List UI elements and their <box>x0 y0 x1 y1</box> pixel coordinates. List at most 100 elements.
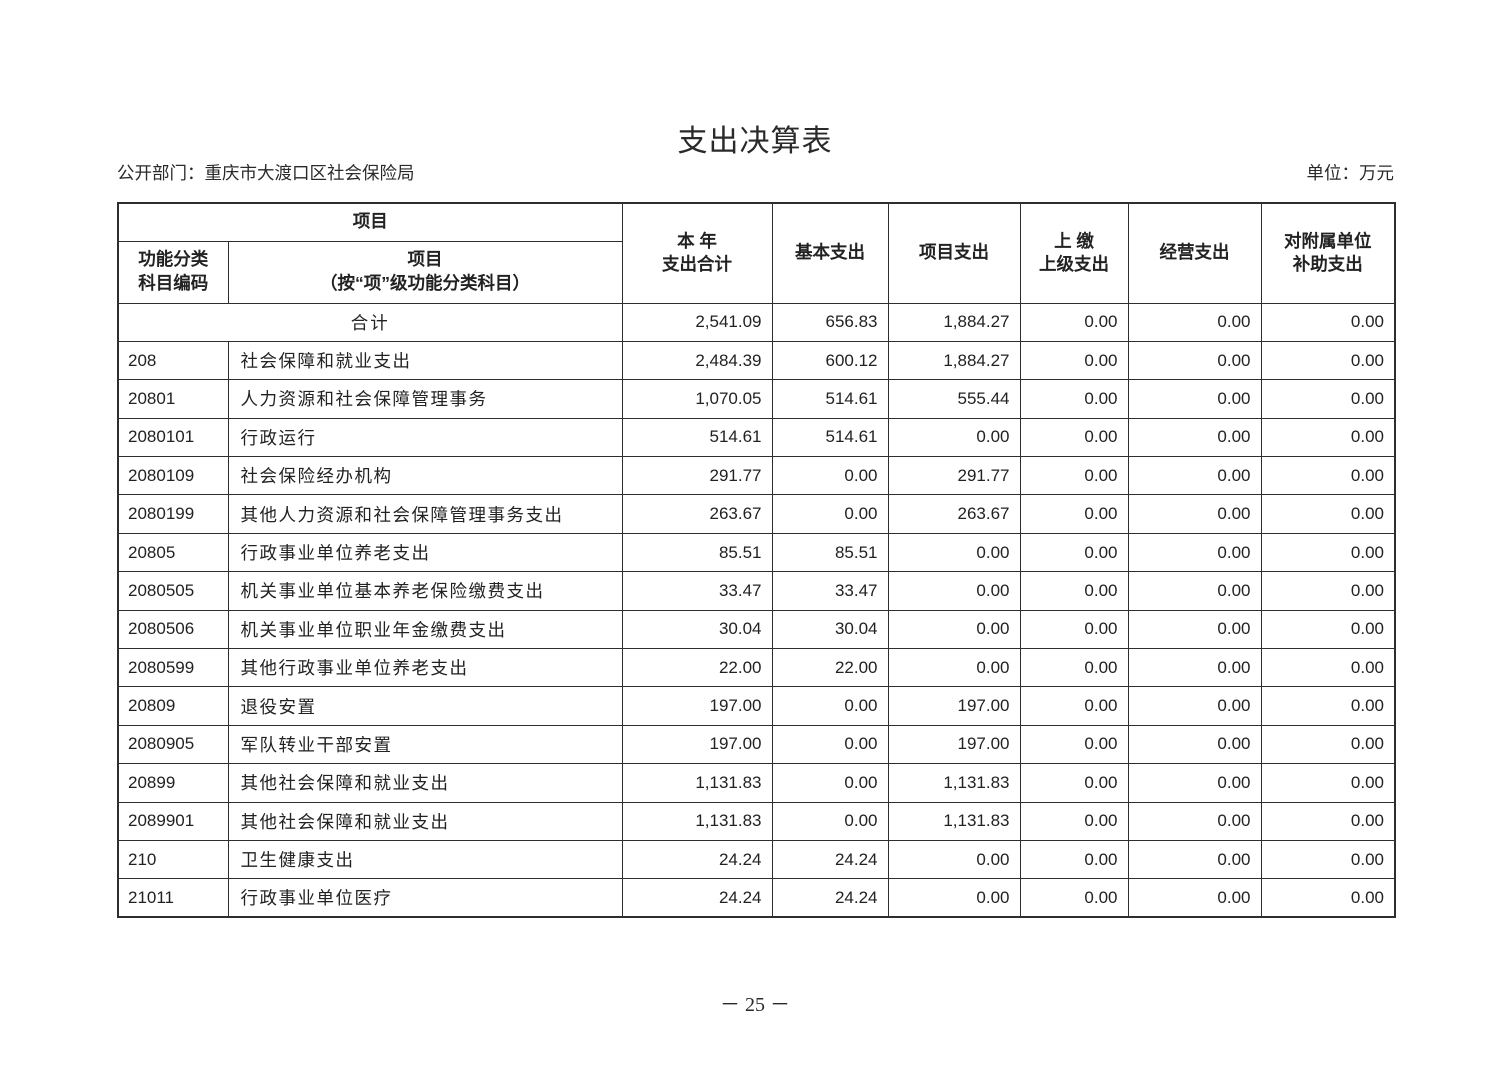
row-subsidy-cell: 0.00 <box>1260 609 1396 650</box>
row-total-cell: 197.00 <box>621 724 773 765</box>
header-col-subsidy: 对附属单位 补助支出 <box>1260 202 1396 304</box>
row-name-cell: 其他社会保障和就业支出 <box>227 801 623 841</box>
row-subsidy-cell: 0.00 <box>1260 839 1396 880</box>
row-operating-cell: 0.00 <box>1127 571 1262 611</box>
row-project-cell: 263.67 <box>887 494 1021 534</box>
table-row: 2089901 其他社会保障和就业支出 1,131.83 0.00 1,131.83 0.… <box>117 801 1396 841</box>
row-project-cell: 197.00 <box>887 686 1021 726</box>
row-name-cell: 行政事业单位养老支出 <box>227 532 623 573</box>
row-total-cell: 2,484.39 <box>621 340 773 381</box>
row-subsidy-cell: 0.00 <box>1260 340 1396 381</box>
row-operating-cell: 0.00 <box>1127 532 1262 573</box>
row-subsidy-cell: 0.00 <box>1260 648 1396 688</box>
row-basic-cell: 33.47 <box>771 571 889 611</box>
row-operating-cell: 0.00 <box>1127 839 1262 880</box>
page-number: － 25 － <box>720 994 790 1016</box>
header-group-row: 项目 本 年 支出合计 基本支出 项目支出 上 缴 上级支出 <box>117 202 1396 304</box>
row-code-cell: 210 <box>117 839 229 880</box>
row-project-cell: 0.00 <box>887 648 1021 688</box>
table-row: 21011 行政事业单位医疗 24.24 24.24 0.00 0.00 0.00 0.00 <box>117 878 1396 918</box>
row-operating-cell: 0.00 <box>1127 648 1262 688</box>
expenditure-table-wrap: 项目 本 年 支出合计 基本支出 项目支出 上 缴 上级支出 <box>117 202 1396 919</box>
row-name-cell: 其他行政事业单位养老支出 <box>227 648 623 688</box>
row-basic-cell: 30.04 <box>771 609 889 650</box>
row-total-cell: 514.61 <box>621 417 773 458</box>
row-total-cell: 24.24 <box>621 878 773 918</box>
row-project-cell: 0.00 <box>887 532 1021 573</box>
row-operating-cell: 0.00 <box>1127 379 1262 419</box>
row-total-cell: 1,070.05 <box>621 379 773 419</box>
row-total-cell: 85.51 <box>621 532 773 573</box>
row-basic-cell: 22.00 <box>771 648 889 688</box>
unit-label: 单位：万元 <box>1306 163 1395 183</box>
row-subsidy-cell: 0.00 <box>1260 686 1396 726</box>
table-row: 2080101 行政运行 514.61 514.61 0.00 0.00 0.00 0.00 <box>117 417 1396 458</box>
table-row: 合计 2,541.09 656.83 1,884.27 0.00 0.00 0.00 <box>117 302 1396 342</box>
header-col-basic: 基本支出 <box>771 202 889 304</box>
row-subsidy-cell: 0.00 <box>1260 724 1396 765</box>
row-name-cell: 社会保险经办机构 <box>227 456 623 496</box>
row-total-cell: 24.24 <box>621 839 773 880</box>
row-upper-cell: 0.00 <box>1019 494 1129 534</box>
row-name-cell: 行政运行 <box>227 417 623 458</box>
row-project-cell: 0.00 <box>887 839 1021 880</box>
row-name-cell: 人力资源和社会保障管理事务 <box>227 379 623 419</box>
row-total-cell: 291.77 <box>621 456 773 496</box>
row-code-cell: 20801 <box>117 379 229 419</box>
row-name-cell: 退役安置 <box>227 686 623 726</box>
row-upper-cell: 0.00 <box>1019 532 1129 573</box>
row-total-cell: 197.00 <box>621 686 773 726</box>
row-upper-cell: 0.00 <box>1019 379 1129 419</box>
row-name-cell: 军队转业干部安置 <box>227 724 623 765</box>
expenditure-table: 项目 本 年 支出合计 基本支出 项目支出 上 缴 上级支出 <box>117 202 1396 919</box>
row-name-cell: 卫生健康支出 <box>227 839 623 880</box>
row-operating-cell: 0.00 <box>1127 340 1262 381</box>
row-upper-cell: 0.00 <box>1019 763 1129 803</box>
table-row: 2080905 军队转业干部安置 197.00 0.00 197.00 0.00 0.00 0… <box>117 724 1396 765</box>
row-code-cell: 20899 <box>117 763 229 803</box>
row-code-cell: 2080506 <box>117 609 229 650</box>
header-project-group-label: 项目 <box>352 211 388 232</box>
row-code-cell: 2080505 <box>117 571 229 611</box>
row-subsidy-cell: 0.00 <box>1260 417 1396 458</box>
row-name-cell: 社会保障和就业支出 <box>227 340 623 381</box>
row-project-cell: 0.00 <box>887 878 1021 918</box>
row-name-cell: 行政事业单位医疗 <box>227 878 623 918</box>
row-project-cell: 0.00 <box>887 609 1021 650</box>
row-operating-cell: 0.00 <box>1127 609 1262 650</box>
row-code-cell: 2089901 <box>117 801 229 841</box>
row-subsidy-cell: 0.00 <box>1260 532 1396 573</box>
row-operating-cell: 0.00 <box>1127 878 1262 918</box>
table-body: 合计 2,541.09 656.83 1,884.27 0.00 0.00 0.00 208 社… <box>117 302 1396 918</box>
row-upper-cell: 0.00 <box>1019 648 1129 688</box>
header-sub-row: 功能分类 科目编码 项目 （按“项”级功能分类科目） <box>117 240 1395 304</box>
table-row: 2080505 机关事业单位基本养老保险缴费支出 33.47 33.47 0.00 0.0… <box>117 571 1396 611</box>
table-row: 2080599 其他行政事业单位养老支出 22.00 22.00 0.00 0.00 0.0… <box>117 648 1396 688</box>
row-upper-cell: 0.00 <box>1019 417 1129 458</box>
row-upper-cell: 0.00 <box>1019 686 1129 726</box>
row-operating-cell: 0.00 <box>1127 456 1262 496</box>
row-code-cell: 20805 <box>117 532 229 573</box>
row-upper-cell: 0.00 <box>1019 724 1129 765</box>
table-row: 2080506 机关事业单位职业年金缴费支出 30.04 30.04 0.00 0.00 0… <box>117 609 1396 650</box>
row-total-cell: 1,131.83 <box>621 801 773 841</box>
row-basic-cell: 0.00 <box>771 686 889 726</box>
row-operating-cell: 0.00 <box>1127 763 1262 803</box>
row-project-cell: 1,884.27 <box>887 302 1021 342</box>
row-basic-cell: 0.00 <box>771 724 889 765</box>
table-row: 2080199 其他人力资源和社会保障管理事务支出 263.67 0.00 263.67… <box>117 494 1396 534</box>
table-row: 20899 其他社会保障和就业支出 1,131.83 0.00 1,131.83 0.00… <box>117 763 1396 803</box>
meta-row: 公开部门：重庆市大渡口区社会保险局 单位：万元 <box>117 160 1394 185</box>
row-upper-cell: 0.00 <box>1019 609 1129 650</box>
row-code-cell: 2080101 <box>117 417 229 458</box>
row-code-cell: 2080109 <box>117 456 229 496</box>
row-basic-cell: 514.61 <box>771 379 889 419</box>
row-name-cell: 其他人力资源和社会保障管理事务支出 <box>227 494 623 534</box>
row-code-cell: 2080599 <box>117 648 229 688</box>
header-col-name: 项目 （按“项”级功能分类科目） <box>227 240 623 304</box>
row-project-cell: 0.00 <box>887 571 1021 611</box>
row-basic-cell: 0.00 <box>771 494 889 534</box>
row-code-cell: 21011 <box>117 878 229 918</box>
row-operating-cell: 0.00 <box>1127 686 1262 726</box>
